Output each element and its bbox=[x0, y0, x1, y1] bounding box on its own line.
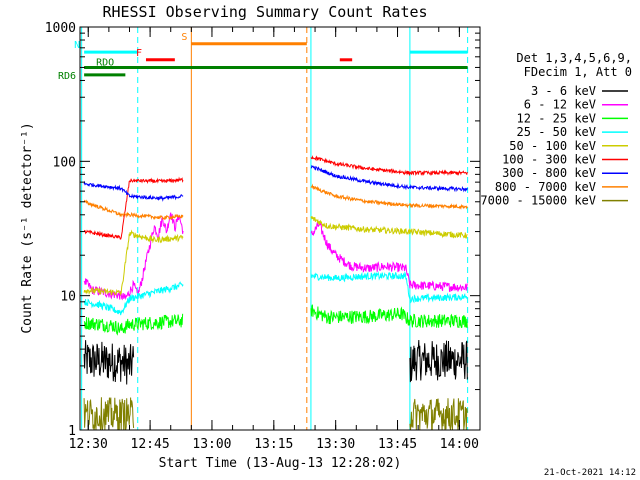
flag-label-6: RD6 bbox=[58, 71, 76, 82]
series-line-2-0 bbox=[83, 313, 184, 336]
legend-label-7: 800 - 7000 keV bbox=[495, 180, 596, 194]
x-tick-label-2: 13:00 bbox=[192, 437, 231, 452]
y-axis-label: Count Rate (s⁻¹ detector⁻¹) bbox=[20, 122, 35, 333]
series-line-1-1 bbox=[310, 221, 468, 292]
footer-date: 21-Oct-2021 14:12 bbox=[544, 468, 636, 478]
y-tick-label-2: 100 bbox=[53, 155, 76, 170]
x-tick-label-5: 13:45 bbox=[378, 437, 417, 452]
legend-label-8: 7000 - 15000 keV bbox=[480, 194, 596, 208]
x-axis-label: Start Time (13-Aug-13 12:28:02) bbox=[159, 456, 402, 471]
legend-header-1: Det 1,3,4,5,6,9, bbox=[516, 51, 632, 65]
legend-label-4: 50 - 100 keV bbox=[509, 139, 596, 153]
y-tick-label-0: 1 bbox=[68, 424, 76, 439]
flag-label-3: F bbox=[136, 48, 142, 59]
legend-label-0: 3 - 6 keV bbox=[531, 84, 596, 98]
flag-label-0: N bbox=[74, 40, 80, 51]
legend-label-1: 6 - 12 keV bbox=[524, 98, 596, 112]
y-tick-label-1: 10 bbox=[60, 290, 76, 305]
series-line-8-1 bbox=[409, 398, 468, 431]
series-line-5-0 bbox=[83, 176, 184, 240]
series-line-0-0 bbox=[83, 340, 135, 385]
series-line-6-1 bbox=[310, 164, 468, 193]
series-line-1-0 bbox=[83, 212, 184, 301]
legend-label-2: 12 - 25 keV bbox=[517, 111, 596, 125]
x-tick-label-3: 13:15 bbox=[254, 437, 293, 452]
y-tick-label-3: 1000 bbox=[45, 21, 76, 36]
chart-title: RHESSI Observing Summary Count Rates bbox=[102, 3, 427, 21]
flag-label-5: RDO bbox=[96, 57, 114, 68]
legend-label-3: 25 - 50 keV bbox=[517, 125, 596, 139]
series-line-0-1 bbox=[409, 339, 468, 383]
series-line-3-0 bbox=[83, 281, 184, 316]
flag-bars: N S F RDO RD6 bbox=[58, 32, 468, 82]
x-tick-label-4: 13:30 bbox=[316, 437, 355, 452]
x-tick-label-6: 14:00 bbox=[440, 437, 479, 452]
legend-label-6: 300 - 800 keV bbox=[502, 166, 596, 180]
plot-frame bbox=[79, 26, 481, 431]
series-line-4-1 bbox=[310, 215, 468, 239]
series-line-6-0 bbox=[83, 180, 184, 202]
x-tick-label-0: 12:30 bbox=[69, 437, 108, 452]
plot-data bbox=[81, 27, 469, 431]
flag-label-2: S bbox=[181, 32, 187, 43]
legend-label-5: 100 - 300 keV bbox=[502, 153, 596, 167]
series-line-7-1 bbox=[310, 183, 468, 210]
x-tick-label-1: 12:45 bbox=[131, 437, 170, 452]
series-line-4-0 bbox=[83, 229, 184, 297]
legend-header-2: FDecim 1, Att 0 bbox=[524, 65, 632, 79]
series-line-7-0 bbox=[83, 199, 184, 221]
series-line-5-1 bbox=[310, 155, 468, 177]
series-line-2-1 bbox=[310, 304, 468, 329]
series-line-3-1 bbox=[310, 270, 468, 304]
axes: 1 10 100 1000 12:30 12:45 13:00 13:15 13:30 13:45… bbox=[45, 21, 481, 452]
